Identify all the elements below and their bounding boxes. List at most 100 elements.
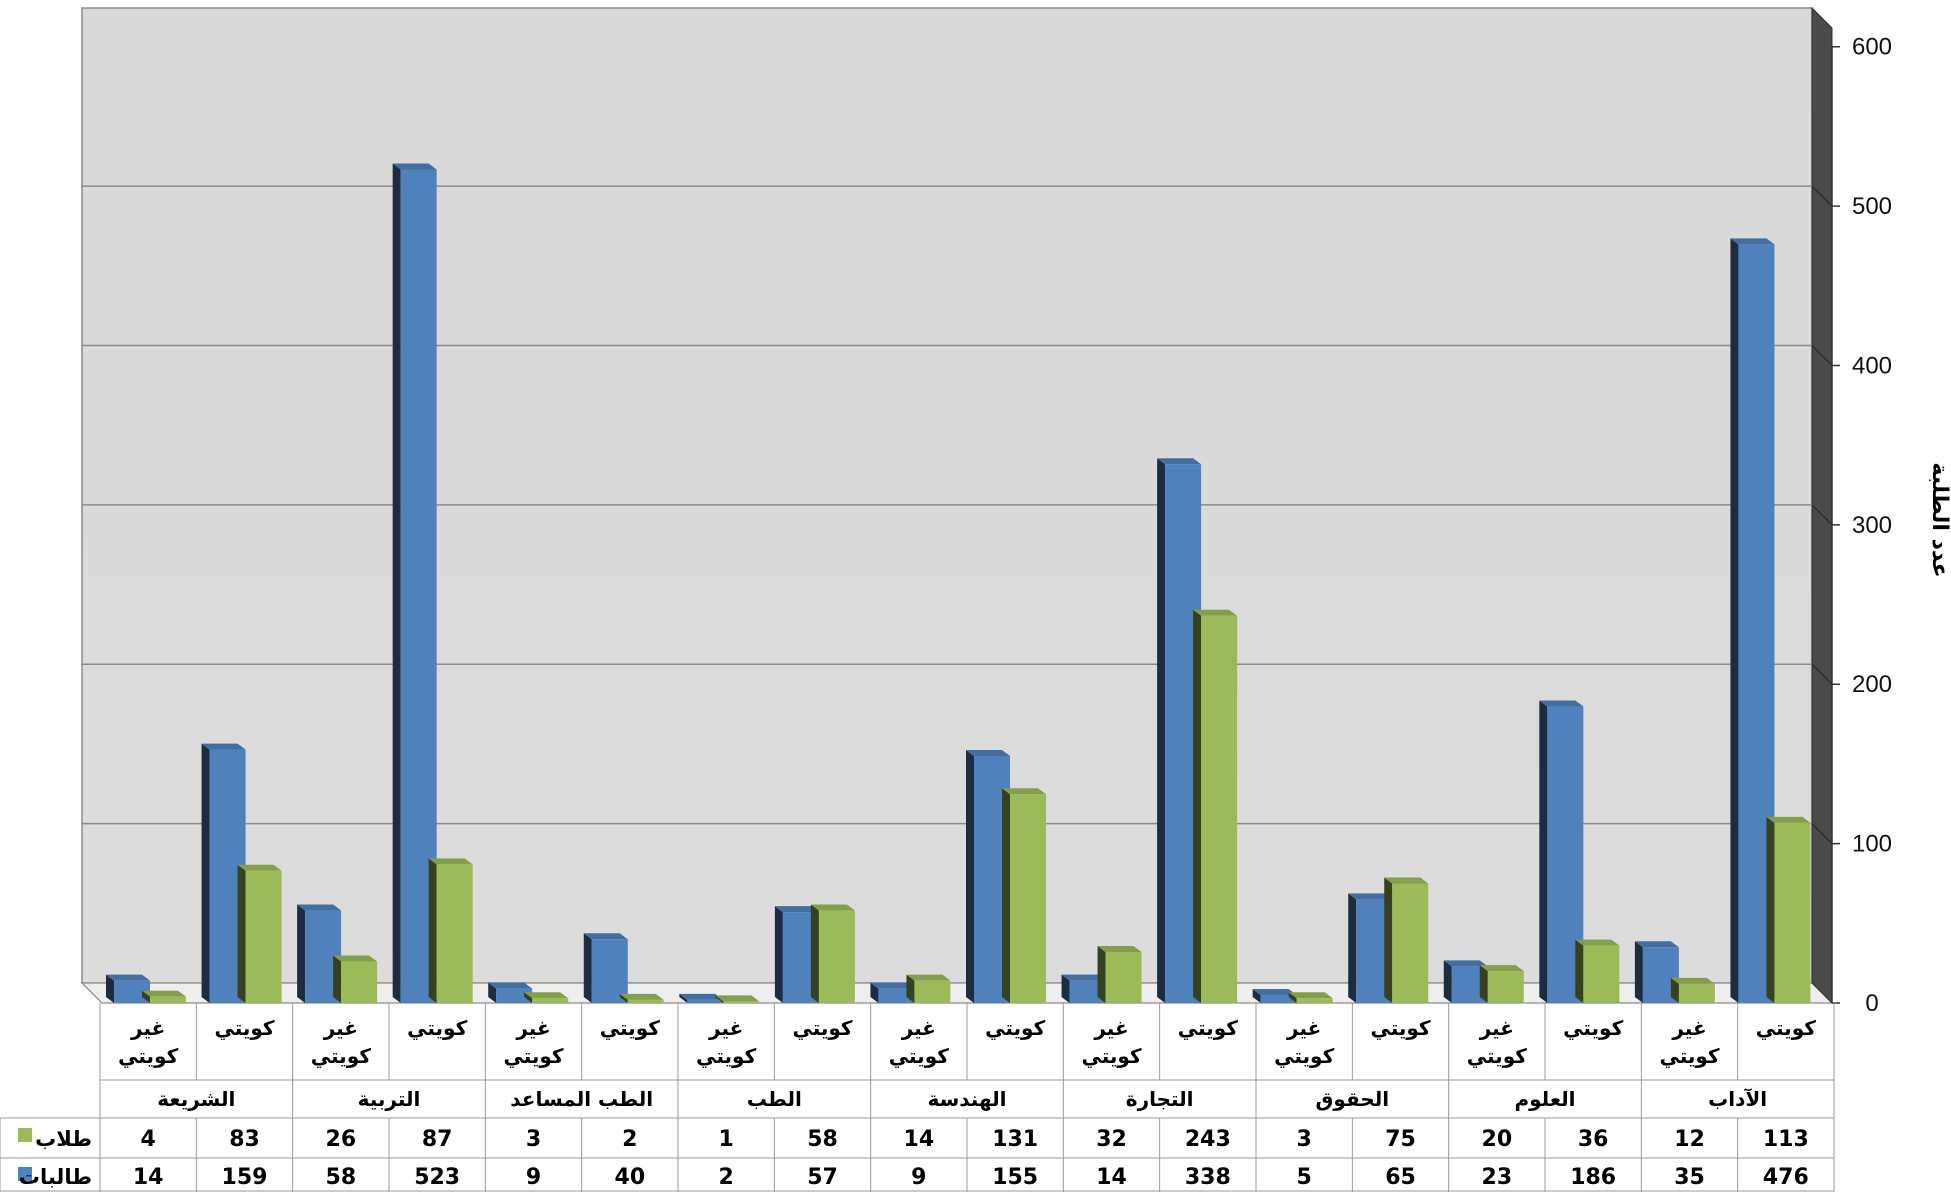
sub-label-line1: غير — [1093, 1016, 1128, 1040]
value-s2: 14 — [1096, 1165, 1127, 1190]
value-s2: 338 — [1185, 1165, 1231, 1190]
bar-top — [201, 743, 246, 750]
bar-top — [1670, 977, 1715, 984]
sub-label-line2: كويتي — [1467, 1044, 1527, 1069]
bar-top — [1730, 238, 1775, 245]
bar-front — [1678, 983, 1715, 1003]
value-s1: 3 — [1297, 1127, 1312, 1152]
y-tick-label: 0 — [1865, 990, 1878, 1017]
y-tick-label: 300 — [1852, 512, 1892, 539]
bar-12-s1 — [1288, 992, 1333, 1003]
bar-front — [1069, 980, 1106, 1003]
bar-17-s1 — [1766, 816, 1811, 1003]
bar-5-s1 — [619, 993, 664, 1003]
sub-label-line1: غير — [1671, 1016, 1706, 1040]
sub-label-line2: كويتي — [1081, 1044, 1141, 1069]
bar-side — [1670, 977, 1679, 1003]
legend-label-s1: طلاب — [35, 1127, 92, 1151]
bar-13-s1 — [1384, 877, 1429, 1003]
bar-side — [906, 974, 915, 1003]
gridline-side — [1811, 185, 1833, 207]
bar-side — [106, 974, 114, 1003]
bar-side — [583, 933, 592, 1003]
bar-side — [524, 992, 533, 1003]
bar-top — [1384, 877, 1429, 884]
bar-15-s1 — [1575, 939, 1620, 1003]
bar-front — [627, 999, 664, 1003]
sub-label-line1: غير — [708, 1016, 743, 1040]
sub-label: كويتي — [1756, 1016, 1816, 1041]
bar-10-s2 — [1061, 974, 1106, 1003]
bar-top — [1634, 941, 1679, 948]
bar-front — [114, 980, 150, 1003]
value-s1: 87 — [422, 1127, 453, 1152]
bar-side — [297, 904, 306, 1003]
group-label: الشريعة — [157, 1087, 235, 1111]
value-s1: 1 — [719, 1127, 734, 1152]
bar-14-s1 — [1479, 965, 1524, 1003]
bar-front — [1774, 822, 1811, 1003]
value-s2: 23 — [1482, 1165, 1513, 1190]
group-label: الحقوق — [1316, 1087, 1390, 1111]
bar-16-s1 — [1670, 977, 1715, 1003]
bar-side — [1766, 816, 1775, 1003]
bar-side — [679, 993, 688, 1003]
value-s2: 159 — [222, 1165, 268, 1190]
bar-3-s1 — [428, 858, 473, 1003]
bar-top — [1097, 945, 1142, 952]
bar-front — [436, 864, 473, 1003]
sub-label-line1: غير — [1286, 1016, 1321, 1040]
bar-side — [142, 990, 150, 1003]
bar-12-s2 — [1252, 989, 1297, 1003]
sub-label: كويتي — [600, 1016, 660, 1041]
group-label: الطب — [747, 1087, 802, 1111]
bar-front — [914, 980, 951, 1003]
sub-label-line2: كويتي — [696, 1044, 756, 1069]
chart-back-wall — [81, 7, 1813, 984]
bar-top — [1575, 939, 1620, 946]
value-s1: 14 — [904, 1127, 935, 1152]
value-s1: 58 — [807, 1127, 838, 1152]
value-s1: 4 — [141, 1127, 156, 1152]
bar-top — [870, 982, 915, 989]
bar-9-s1 — [1002, 788, 1046, 1003]
bar-top — [237, 864, 282, 871]
chart-floor-edge — [81, 982, 103, 1004]
chart-side-wall — [1811, 6, 1833, 1005]
bar-front — [723, 1001, 760, 1003]
bar-top — [619, 993, 664, 1000]
bar-front — [1296, 998, 1333, 1003]
value-s1: 113 — [1763, 1127, 1809, 1152]
bar-top — [106, 974, 150, 981]
sub-label: كويتي — [792, 1016, 852, 1041]
bar-4-s1 — [524, 992, 569, 1003]
bar-side — [774, 906, 783, 1003]
bar-top — [333, 955, 378, 962]
value-s1: 3 — [526, 1127, 541, 1152]
group-label: الهندسة — [927, 1087, 1006, 1111]
bar-top — [392, 163, 437, 170]
bar-top — [1157, 458, 1202, 465]
bar-10-s1 — [1097, 945, 1142, 1003]
y-tick-label: 500 — [1852, 193, 1892, 220]
value-s2: 9 — [911, 1165, 926, 1190]
value-s2: 186 — [1570, 1165, 1616, 1190]
bar-front — [1105, 951, 1142, 1003]
value-s2: 40 — [615, 1165, 646, 1190]
value-s2: 35 — [1674, 1165, 1705, 1190]
bar-front — [1392, 883, 1429, 1003]
bar-side — [488, 982, 497, 1003]
bar-top — [488, 982, 533, 989]
bar-top — [679, 993, 724, 1000]
bar-side — [1193, 609, 1202, 1003]
bar-top — [1479, 965, 1524, 972]
bar-side — [392, 163, 401, 1003]
bar-top — [1288, 992, 1333, 999]
value-s2: 476 — [1763, 1165, 1809, 1190]
sub-label-line1: غير — [130, 1016, 165, 1040]
sub-label: كويتي — [1563, 1016, 1623, 1041]
gridline-side — [1811, 823, 1833, 844]
bar-side — [237, 864, 246, 1003]
sub-label-line1: غير — [1479, 1016, 1514, 1040]
bar-top — [142, 990, 186, 997]
